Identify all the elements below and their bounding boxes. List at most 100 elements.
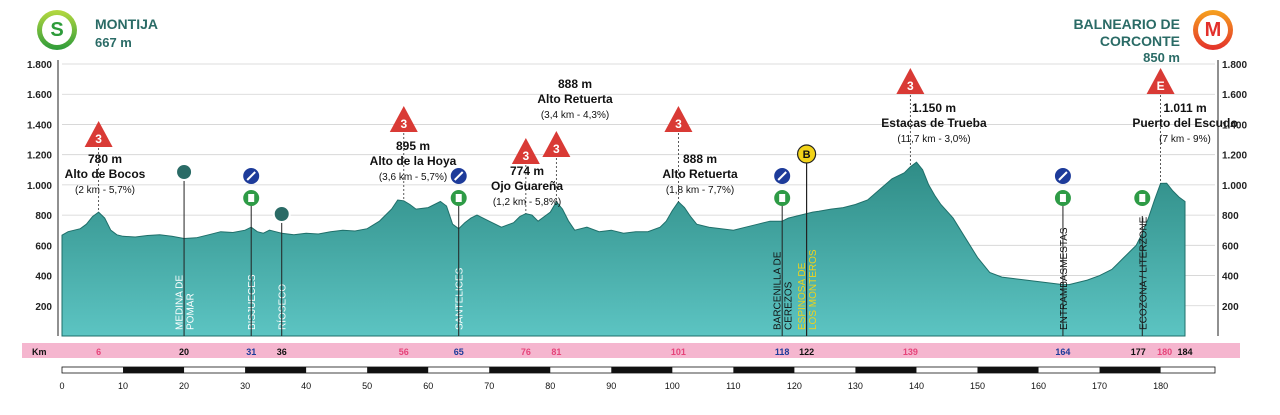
bonus-sprint-letter: B: [803, 149, 811, 161]
climb-category: 3: [523, 149, 530, 163]
x-tick: 60: [423, 381, 433, 391]
climb-name: Estacas de Trueba: [881, 116, 987, 130]
km-marker: 65: [454, 347, 464, 357]
x-tick: 140: [909, 381, 924, 391]
bonus-sprint-icon: [796, 144, 817, 164]
km-marker: 56: [399, 347, 409, 357]
x-tick: 0: [59, 381, 64, 391]
km-marker: 164: [1055, 347, 1070, 357]
km-marker: 177: [1131, 347, 1146, 357]
y-tick-right: 800: [1222, 211, 1239, 222]
x-tick: 180: [1153, 381, 1168, 391]
climb-name: Alto de la Hoya: [370, 154, 457, 168]
x-axis-segment: [489, 367, 551, 373]
climb-category-icon: [511, 138, 540, 164]
town-label: SANTELICES: [455, 267, 466, 330]
x-axis-segment: [1099, 367, 1161, 373]
town-label: ENTRAMBASMESTAS: [1059, 227, 1070, 330]
town-label: ESPINOSA DE: [797, 262, 808, 330]
km-marker: 139: [903, 347, 918, 357]
y-tick-left: 1.000: [27, 181, 52, 192]
waypoint-icons: B: [175, 144, 1151, 336]
y-tick-left: 1.800: [27, 60, 52, 71]
finish-badge: M: [1193, 10, 1233, 50]
climb-category-icon: [896, 68, 925, 94]
km-marker: 31: [246, 347, 256, 357]
km-marker: 101: [671, 347, 686, 357]
climb-altitude: 895 m: [396, 139, 430, 153]
x-tick: 20: [179, 381, 189, 391]
x-tick: 80: [545, 381, 555, 391]
climb-name: Ojo Guareña: [491, 179, 563, 193]
climb-category: 3: [907, 79, 914, 93]
climb-detail: (3,6 km - 5,7%): [379, 172, 447, 183]
feed-zone-stripe: [1058, 171, 1068, 181]
x-axis-segment: [367, 367, 429, 373]
climb-detail: (11,7 km - 3,0%): [897, 134, 970, 145]
x-tick: 10: [118, 381, 128, 391]
x-tick: 70: [484, 381, 494, 391]
y-tick-right: 1.600: [1222, 90, 1247, 101]
km-marker: 36: [277, 347, 287, 357]
km-strip-label: Km: [32, 347, 47, 357]
y-tick-right: 1.400: [1222, 120, 1247, 131]
town-label: CEREZOS: [784, 281, 795, 330]
climb-category: 3: [95, 132, 102, 146]
waste-bin-glyph: [248, 194, 255, 202]
y-tick-left: 1.400: [27, 120, 52, 131]
y-tick-left: 1.200: [27, 151, 52, 162]
town-label: ECOZONA / LITERZONE: [1138, 216, 1149, 330]
y-tick-right: 1.200: [1222, 151, 1247, 162]
climb-altitude: 1.150 m: [912, 101, 956, 115]
elevation-profile: [61, 161, 1186, 337]
y-tick-left: 800: [35, 211, 52, 222]
climb-detail: (1,8 km - 7,7%): [666, 185, 734, 196]
location-pin-icon: [272, 205, 291, 223]
waste-bin-glyph: [779, 194, 786, 202]
town-label: POMAR: [186, 293, 197, 330]
km-marker: 20: [179, 347, 189, 357]
finish-name-line2: CORCONTE: [1099, 33, 1180, 49]
town-label: MEDINA DE: [175, 275, 186, 330]
y-tick-right: 1.800: [1222, 60, 1247, 71]
km-marker: 122: [799, 347, 814, 357]
km-marker: 118: [775, 347, 790, 357]
start-badge: S: [37, 10, 77, 50]
climb-category-icon: [389, 106, 418, 132]
finish-letter: M: [1198, 15, 1228, 45]
x-axis-segment: [977, 367, 1039, 373]
x-tick: 130: [848, 381, 863, 391]
climb-category: 3: [400, 117, 407, 131]
climb-name: Alto Retuerta: [537, 92, 613, 106]
climb-category-icon: [84, 121, 113, 147]
y-tick-left: 600: [35, 241, 52, 252]
y-tick-left: 200: [35, 302, 52, 313]
x-tick: 120: [787, 381, 802, 391]
climb-altitude: 1.011 m: [1163, 101, 1206, 115]
climb-detail: (1,2 km - 5,8%): [493, 197, 561, 208]
feed-zone-stripe: [454, 171, 464, 181]
y-tick-right: 400: [1222, 272, 1239, 283]
start-letter: S: [42, 15, 72, 45]
location-pin-icon: [175, 163, 194, 181]
km-strip-band: [22, 343, 1240, 358]
feed-zone-stripe: [777, 171, 787, 181]
climb-altitude: 888 m: [683, 152, 717, 166]
waste-bin-glyph: [455, 194, 462, 202]
feed-zone-stripe: [246, 171, 256, 181]
climb-category: E: [1157, 79, 1165, 93]
climb-name: Alto Retuerta: [662, 167, 738, 181]
x-tick: 40: [301, 381, 311, 391]
x-axis-segment: [733, 367, 795, 373]
climb-category-icon: [1146, 68, 1175, 94]
climb-category: 3: [675, 117, 682, 131]
km-marker: 6: [96, 347, 101, 357]
climb-detail: (7 km - 9%): [1159, 134, 1211, 145]
x-axis-segment: [123, 367, 185, 373]
start-name: MONTIJA: [95, 16, 158, 32]
y-tick-left: 1.600: [27, 90, 52, 101]
km-strip: Km 6 20 31 36 56 65 76 81 101 118 122 139 164 177 180 18…: [22, 343, 1240, 358]
start-altitude: 667 m: [95, 35, 132, 50]
